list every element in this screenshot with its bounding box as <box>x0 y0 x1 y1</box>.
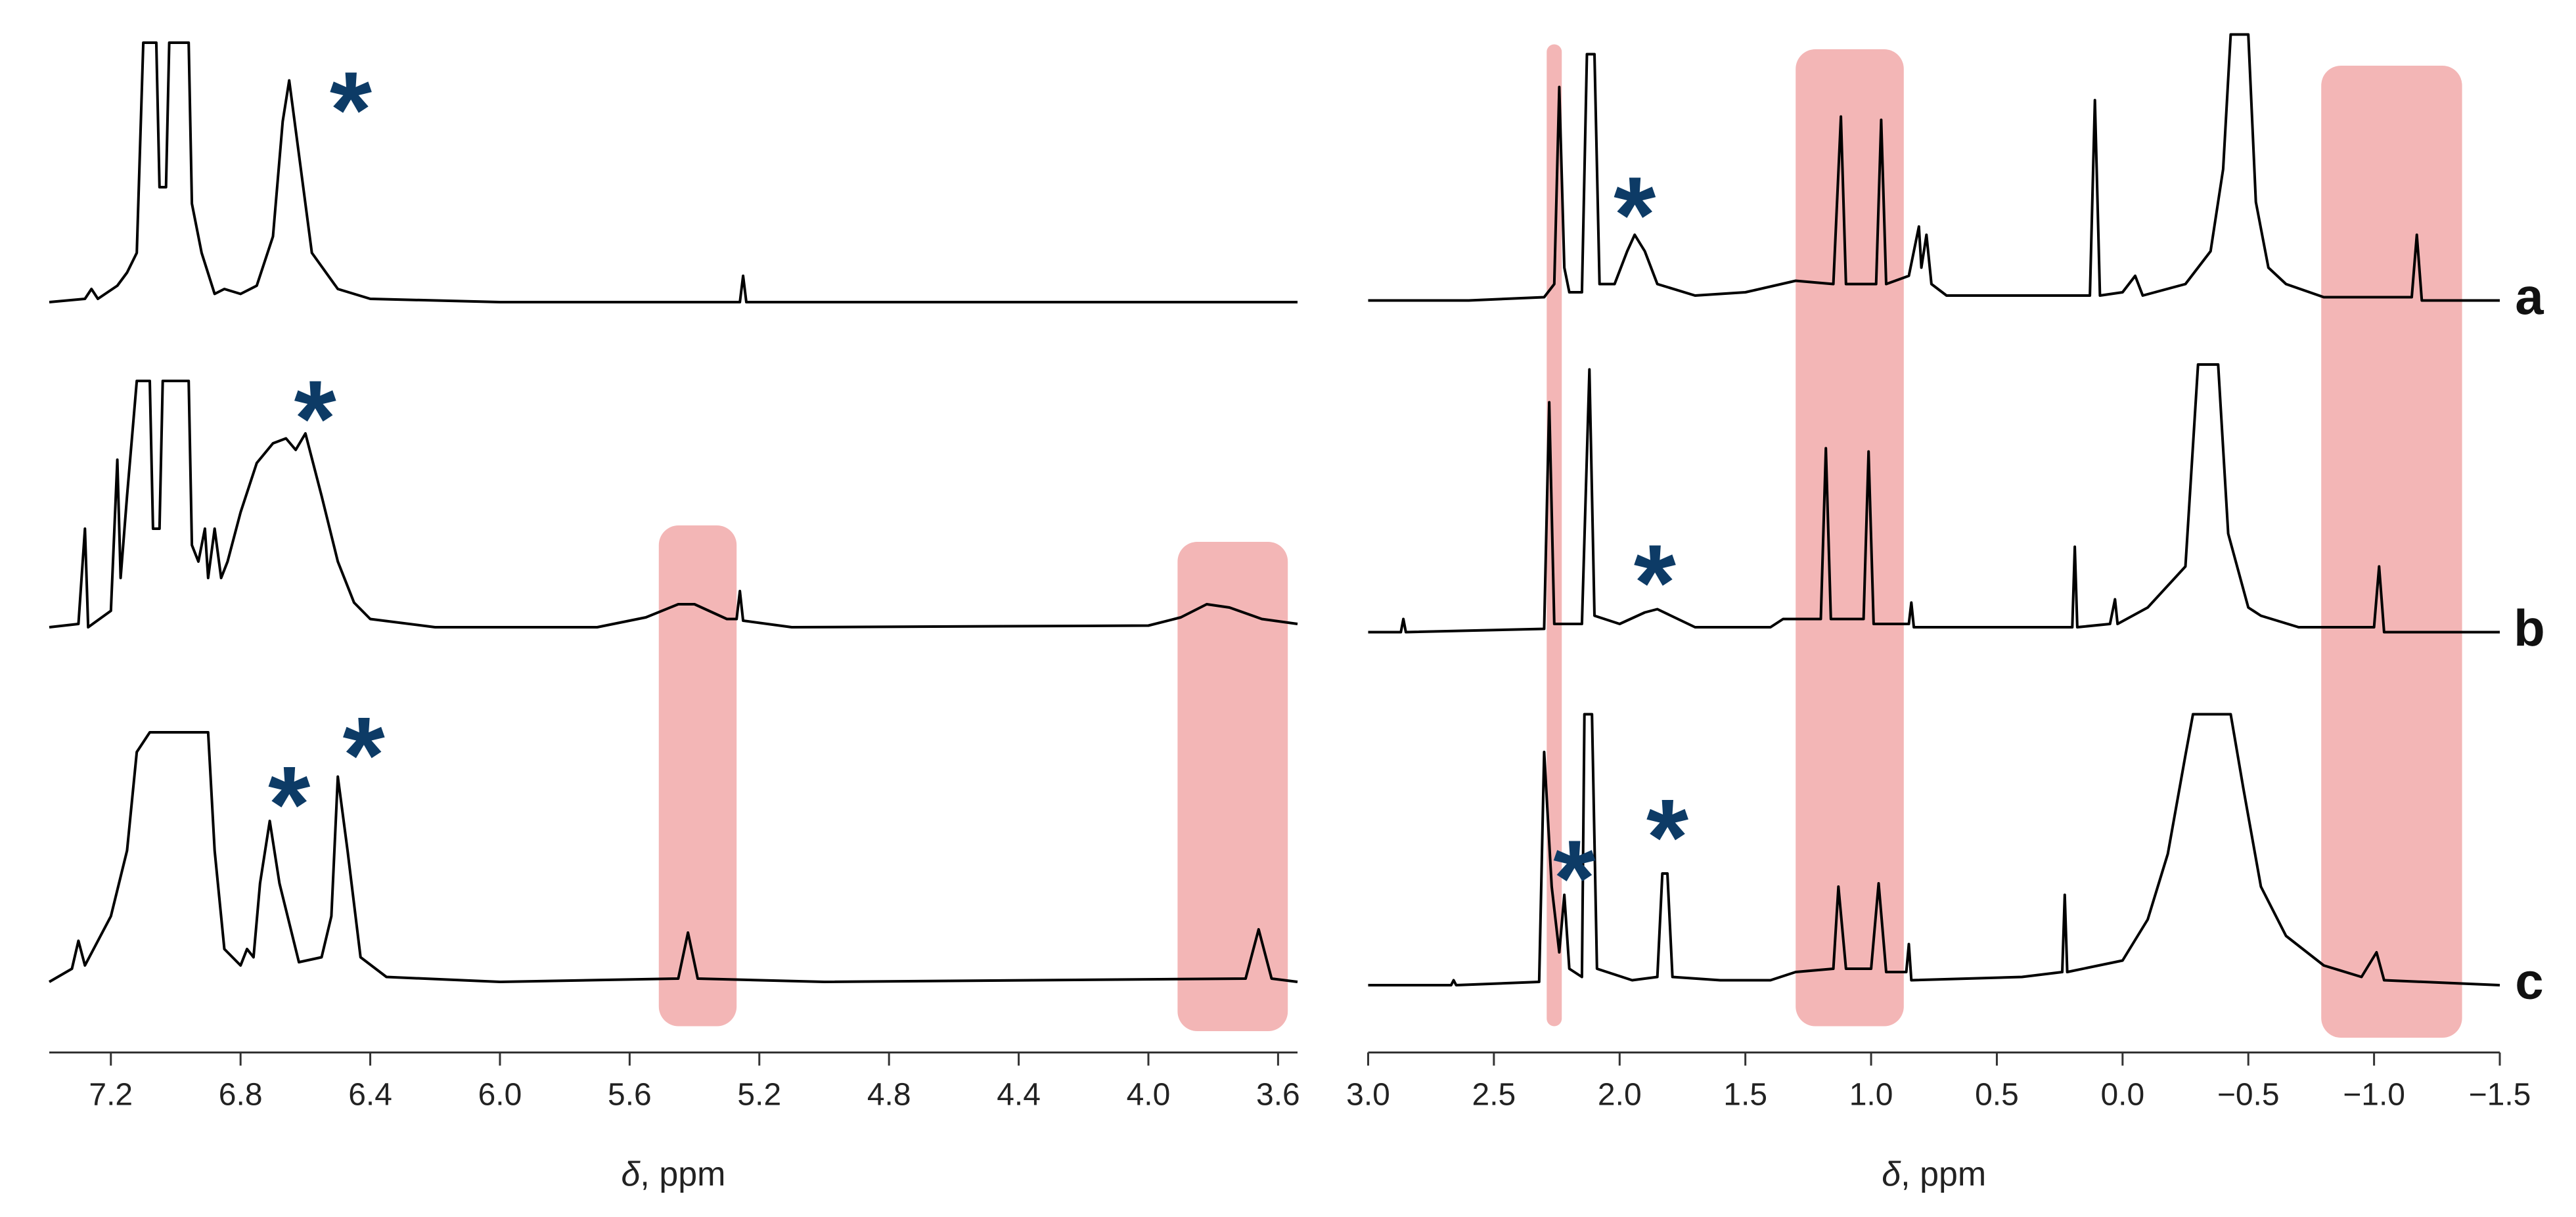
x-tick-label: 2.0 <box>1598 1078 1642 1113</box>
highlight-band <box>658 525 737 1027</box>
x-axis-label: δ, ppm <box>621 1155 726 1193</box>
spectrum-trace <box>48 731 1298 983</box>
x-tick-label: 2.5 <box>1472 1078 1516 1113</box>
x-tick-label: 4.0 <box>1127 1078 1171 1113</box>
x-tick-label: −1.5 <box>2469 1078 2531 1113</box>
spectrum-trace <box>49 380 1298 629</box>
asterisk: * <box>294 358 337 479</box>
x-tick-label: 5.2 <box>737 1078 781 1113</box>
x-tick-label: 5.6 <box>608 1078 652 1113</box>
asterisk: * <box>1614 154 1656 275</box>
x-tick-label: 6.8 <box>219 1078 263 1113</box>
x-tick-label: 1.5 <box>1723 1078 1767 1113</box>
x-axis-unit: , ppm <box>640 1155 725 1193</box>
spectrum-trace <box>49 41 1298 303</box>
x-axis-symbol: δ <box>621 1155 641 1193</box>
trace-label: a <box>2515 267 2544 325</box>
x-tick-label: −0.5 <box>2217 1078 2280 1113</box>
trace-label: b <box>2514 599 2545 657</box>
x-tick-label: 6.0 <box>478 1078 522 1113</box>
asterisk: * <box>1553 818 1596 939</box>
x-tick-label: 3.6 <box>1256 1078 1300 1113</box>
highlight-band <box>1796 49 1904 1027</box>
highlight-band <box>2321 66 2462 1038</box>
spectrum-trace <box>1368 713 2500 986</box>
x-tick-label: 7.2 <box>89 1078 133 1113</box>
spectrum-trace <box>1368 33 2500 302</box>
x-tick-label: 0.0 <box>2100 1078 2144 1113</box>
x-tick-label: −1.0 <box>2343 1078 2405 1113</box>
asterisk: * <box>268 744 311 865</box>
asterisk: * <box>1646 777 1689 898</box>
asterisk: * <box>1634 522 1677 643</box>
x-tick-label: 6.4 <box>348 1078 392 1113</box>
x-axis-symbol: δ <box>1882 1155 1901 1193</box>
asterisk: * <box>343 695 386 816</box>
x-tick-label: 4.8 <box>867 1078 911 1113</box>
trace-label: c <box>2515 952 2543 1010</box>
asterisk: * <box>330 49 373 170</box>
highlight-band <box>1177 542 1288 1031</box>
x-tick-label: 0.5 <box>1975 1078 2019 1113</box>
spectrum-trace <box>1368 363 2500 634</box>
x-axis-unit: , ppm <box>1901 1155 1986 1193</box>
x-tick-label: 3.0 <box>1346 1078 1390 1113</box>
x-tick-label: 1.0 <box>1849 1078 1893 1113</box>
x-tick-label: 4.4 <box>997 1078 1041 1113</box>
x-axis-label: δ, ppm <box>1882 1155 1986 1193</box>
